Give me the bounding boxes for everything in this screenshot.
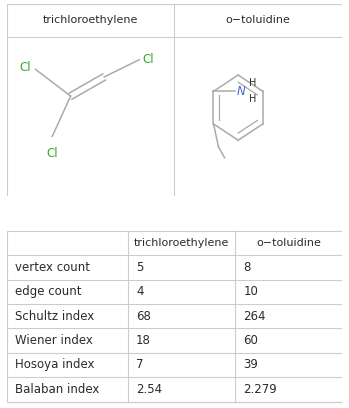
Text: o−toluidine: o−toluidine [256, 238, 321, 248]
Text: Cl: Cl [46, 147, 58, 160]
Text: 39: 39 [243, 359, 258, 372]
Text: trichloroethylene: trichloroethylene [134, 238, 229, 248]
Text: 68: 68 [136, 310, 151, 323]
Text: 264: 264 [243, 310, 266, 323]
Text: Balaban index: Balaban index [15, 383, 100, 396]
Text: 18: 18 [136, 334, 151, 347]
Text: vertex count: vertex count [15, 261, 90, 274]
Text: 60: 60 [243, 334, 258, 347]
Text: Wiener index: Wiener index [15, 334, 93, 347]
Text: edge count: edge count [15, 285, 82, 298]
Text: 8: 8 [243, 261, 251, 274]
Text: Cl: Cl [142, 53, 154, 66]
Text: 2.279: 2.279 [243, 383, 277, 396]
Text: Cl: Cl [20, 61, 31, 74]
Text: Hosoya index: Hosoya index [15, 359, 95, 372]
Text: 7: 7 [136, 359, 143, 372]
Text: Schultz index: Schultz index [15, 310, 95, 323]
Text: o−toluidine: o−toluidine [226, 15, 291, 25]
Text: trichloroethylene: trichloroethylene [43, 15, 139, 25]
Text: 10: 10 [243, 285, 258, 298]
Text: 5: 5 [136, 261, 143, 274]
Text: H: H [249, 78, 257, 88]
Text: 4: 4 [136, 285, 143, 298]
Text: H: H [249, 94, 257, 104]
Text: N: N [237, 85, 245, 98]
Text: 2.54: 2.54 [136, 383, 162, 396]
